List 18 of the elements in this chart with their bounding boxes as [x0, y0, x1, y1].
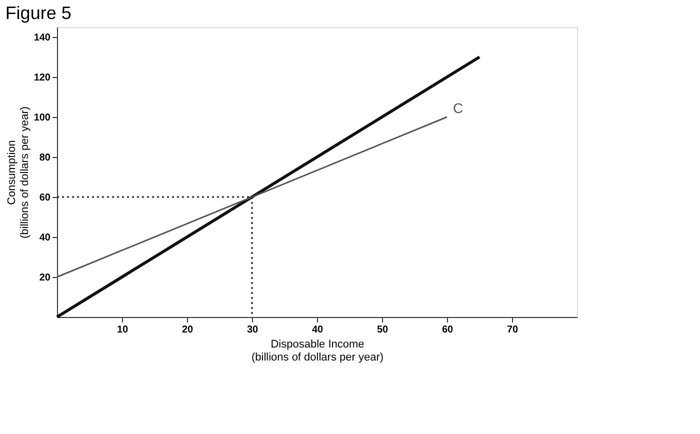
y-tick-label: 60	[39, 192, 51, 204]
x-tick-label: 60	[442, 324, 454, 336]
y-tick-label: 80	[39, 152, 51, 164]
x-tick-label: 10	[116, 324, 128, 336]
x-tick-label: 50	[376, 324, 388, 336]
x-axis-title: Disposable Income (billions of dollars per year)	[251, 338, 384, 364]
y-tick-label: 40	[39, 232, 51, 244]
y-axis-title: Consumption (billions of dollars per year)	[6, 106, 31, 239]
chart-title: Figure 5	[5, 3, 72, 23]
series-label: C	[453, 100, 464, 116]
y-tick-label: 140	[34, 32, 51, 44]
x-tick-label: 40	[312, 324, 324, 336]
x-tick-label: 30	[246, 324, 258, 336]
y-tick-label: 20	[39, 272, 51, 284]
x-tick-label: 20	[182, 324, 194, 336]
y-tick-label: 100	[34, 112, 51, 124]
x-tick-label: 70	[506, 324, 518, 336]
y-tick-label: 120	[34, 72, 51, 84]
